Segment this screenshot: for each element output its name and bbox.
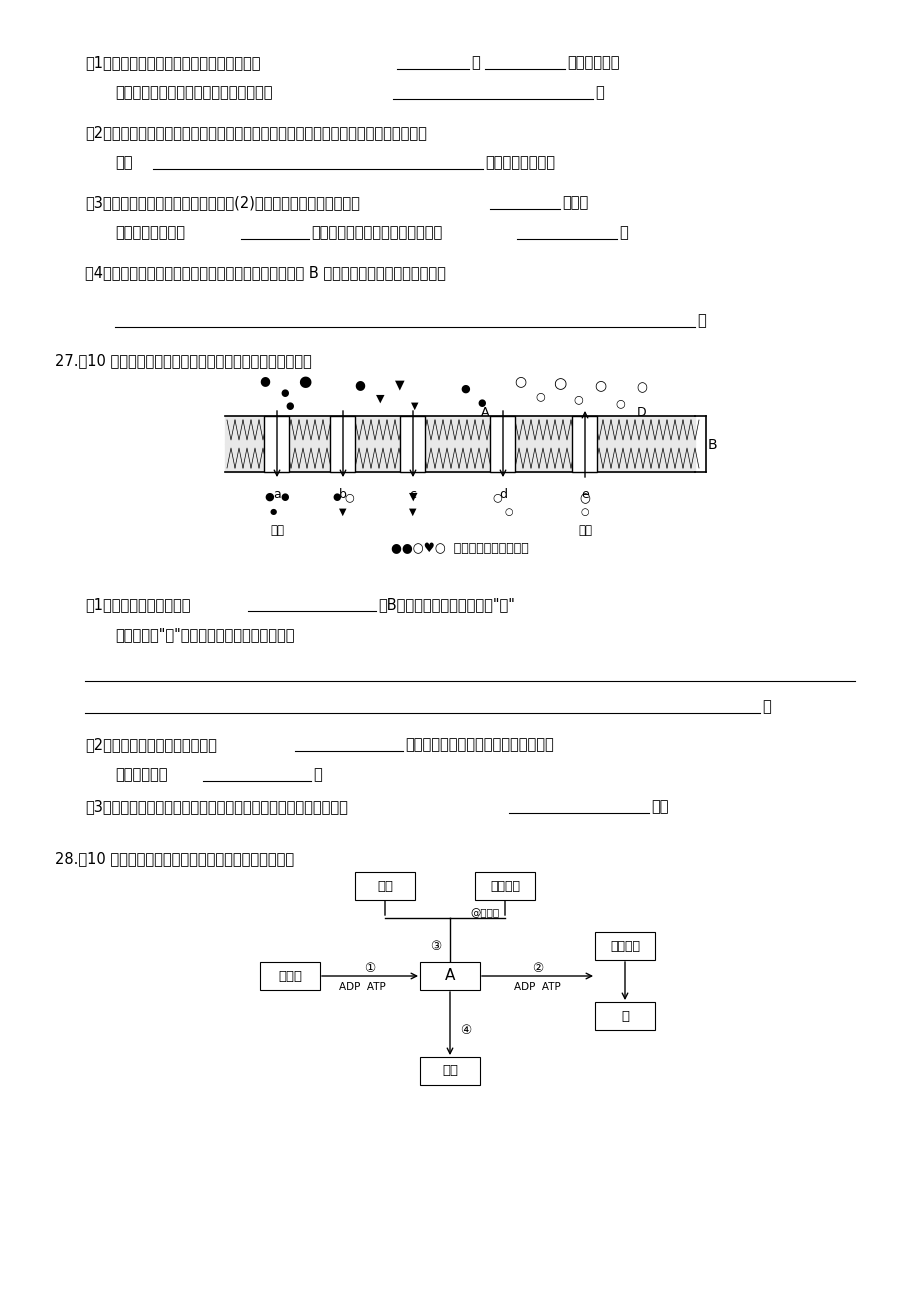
Text: （3）相较于乙细胞，动物细胞除没有(2)中所述结构，还应有细胞器: （3）相较于乙细胞，动物细胞除没有(2)中所述结构，还应有细胞器	[85, 195, 359, 210]
FancyBboxPatch shape	[420, 962, 480, 990]
Text: ▼: ▼	[395, 378, 404, 391]
Text: ●: ●	[354, 378, 365, 391]
Text: ○: ○	[505, 506, 513, 517]
Text: 。: 。	[761, 699, 770, 713]
Text: （2）通过观察细胞结构，某同学认为乙细胞是植物细胞而非动物细胞，其依据是乙细胞: （2）通过观察细胞结构，某同学认为乙细胞是植物细胞而非动物细胞，其依据是乙细胞	[85, 125, 426, 141]
Text: 有两个垂直排列的: 有两个垂直排列的	[115, 225, 185, 240]
Text: ▼: ▼	[411, 401, 418, 411]
Text: （3）细胞膜可以控制物质的输入和输出，从功能上来说，它是一层: （3）细胞膜可以控制物质的输入和输出，从功能上来说，它是一层	[85, 799, 347, 814]
Text: ●: ●	[333, 492, 341, 503]
Text: ▼: ▼	[409, 506, 416, 517]
Bar	[265, 417, 289, 473]
Text: ○: ○	[573, 395, 583, 404]
Text: 27.（10 分）下图为物质出入细胞膜的示意图，请据图回答：: 27.（10 分）下图为物质出入细胞膜的示意图，请据图回答：	[55, 353, 312, 368]
Text: c: c	[409, 488, 416, 501]
Text: ▼: ▼	[339, 506, 346, 517]
Text: ●: ●	[477, 398, 486, 408]
Text: B: B	[708, 437, 717, 452]
Text: （1）甲、乙细胞均有的结构名称是细胞壁、: （1）甲、乙细胞均有的结构名称是细胞壁、	[85, 55, 260, 70]
Text: ；: ；	[312, 767, 322, 783]
Text: 程是图中编号: 程是图中编号	[115, 767, 167, 783]
FancyBboxPatch shape	[260, 962, 320, 990]
Text: ●: ●	[280, 492, 289, 503]
Text: e: e	[581, 488, 588, 501]
Text: ○: ○	[535, 391, 544, 401]
FancyBboxPatch shape	[355, 872, 414, 900]
Text: ADP  ATP: ADP ATP	[514, 982, 561, 992]
Text: ●: ●	[269, 506, 277, 516]
Text: 、: 、	[471, 55, 479, 70]
Text: ●: ●	[286, 401, 294, 411]
Bar	[490, 417, 515, 473]
Text: ○: ○	[579, 492, 590, 505]
Bar	[330, 417, 355, 473]
Text: ，其含: ，其含	[562, 195, 587, 210]
Text: 。: 。	[595, 85, 603, 100]
Text: ●: ●	[460, 384, 470, 395]
FancyBboxPatch shape	[595, 1003, 654, 1030]
Text: 和核糖体。两: 和核糖体。两	[566, 55, 618, 70]
Text: ；B中磷脂分子（具有亲水的"头": ；B中磷脂分子（具有亲水的"头"	[378, 598, 515, 612]
Text: ●: ●	[259, 374, 270, 387]
Text: ●: ●	[298, 374, 312, 389]
Text: （2）属于被动运输的是图中编号: （2）属于被动运输的是图中编号	[85, 737, 217, 753]
Text: ②: ②	[531, 962, 542, 975]
Text: 葡萄糖: 葡萄糖	[278, 970, 301, 983]
Text: ▼: ▼	[375, 395, 384, 404]
Text: （4）请利用箭头和乙细胞中的细胞结构编号，表示膜岛 B 细胞合成、分泌膜岛素的过程：: （4）请利用箭头和乙细胞中的细胞结构编号，表示膜岛 B 细胞合成、分泌膜岛素的过…	[85, 266, 446, 280]
Text: D: D	[637, 406, 646, 419]
Text: （1）细胞膜的基本支架是: （1）细胞膜的基本支架是	[85, 598, 190, 612]
Text: 水: 水	[620, 1009, 629, 1022]
Text: d: d	[498, 488, 506, 501]
Text: ①: ①	[364, 962, 375, 975]
Text: 能量: 能量	[577, 523, 591, 536]
Text: 。: 。	[697, 312, 705, 328]
Text: A: A	[481, 406, 489, 419]
Text: 二氧化碳: 二氧化碳	[490, 879, 519, 892]
Text: ●●○♥○  代表各物质分子或离子: ●●○♥○ 代表各物质分子或离子	[391, 542, 528, 555]
Text: 部和疏水的"尾"部）为何如图所示方式排列？: 部和疏水的"尾"部）为何如图所示方式排列？	[115, 628, 294, 642]
Text: 。（至少答两点）: 。（至少答两点）	[484, 155, 554, 171]
Text: 酒精: 酒精	[377, 879, 392, 892]
Text: @丙酮云: @丙酮云	[470, 907, 499, 918]
Text: 存在: 存在	[115, 155, 132, 171]
Text: ③: ③	[430, 940, 441, 953]
Text: 二氧化碳: 二氧化碳	[609, 940, 640, 953]
Text: ④: ④	[460, 1023, 471, 1036]
Bar	[572, 417, 596, 473]
Text: 。: 。	[618, 225, 627, 240]
Text: ○: ○	[615, 398, 624, 408]
Text: ○: ○	[492, 492, 502, 503]
Text: ●: ●	[264, 492, 274, 503]
Text: ○: ○	[344, 492, 354, 503]
Text: 膜。: 膜。	[651, 799, 668, 814]
Text: ○: ○	[594, 378, 606, 392]
Text: A: A	[444, 969, 455, 983]
Text: 。该细胞器参与细胞的生命活动是: 。该细胞器参与细胞的生命活动是	[311, 225, 442, 240]
Text: a: a	[273, 488, 280, 501]
Text: ADP  ATP: ADP ATP	[338, 982, 385, 992]
Text: ○: ○	[552, 376, 566, 391]
FancyBboxPatch shape	[595, 932, 654, 960]
Text: ○: ○	[580, 506, 588, 517]
FancyBboxPatch shape	[474, 872, 535, 900]
Text: ○: ○	[636, 381, 647, 395]
Text: 能量: 能量	[269, 523, 284, 536]
Text: 乳酸: 乳酸	[441, 1065, 458, 1078]
Text: b: b	[339, 488, 346, 501]
Text: ○: ○	[514, 374, 526, 388]
Text: ●: ●	[280, 388, 289, 398]
Text: ▼: ▼	[408, 492, 417, 503]
FancyBboxPatch shape	[420, 1057, 480, 1085]
Text: 28.（10 分）生物体内葡萄糖分解代谢过程的图解如下：: 28.（10 分）生物体内葡萄糖分解代谢过程的图解如下：	[55, 852, 294, 866]
Text: 种细胞的结构最主要的区别是甲细胞没有: 种细胞的结构最主要的区别是甲细胞没有	[115, 85, 272, 100]
Text: ；葡萄糖从肠腔进入小肠上皮细胞的过: ；葡萄糖从肠腔进入小肠上皮细胞的过	[404, 737, 553, 753]
Bar	[400, 417, 425, 473]
